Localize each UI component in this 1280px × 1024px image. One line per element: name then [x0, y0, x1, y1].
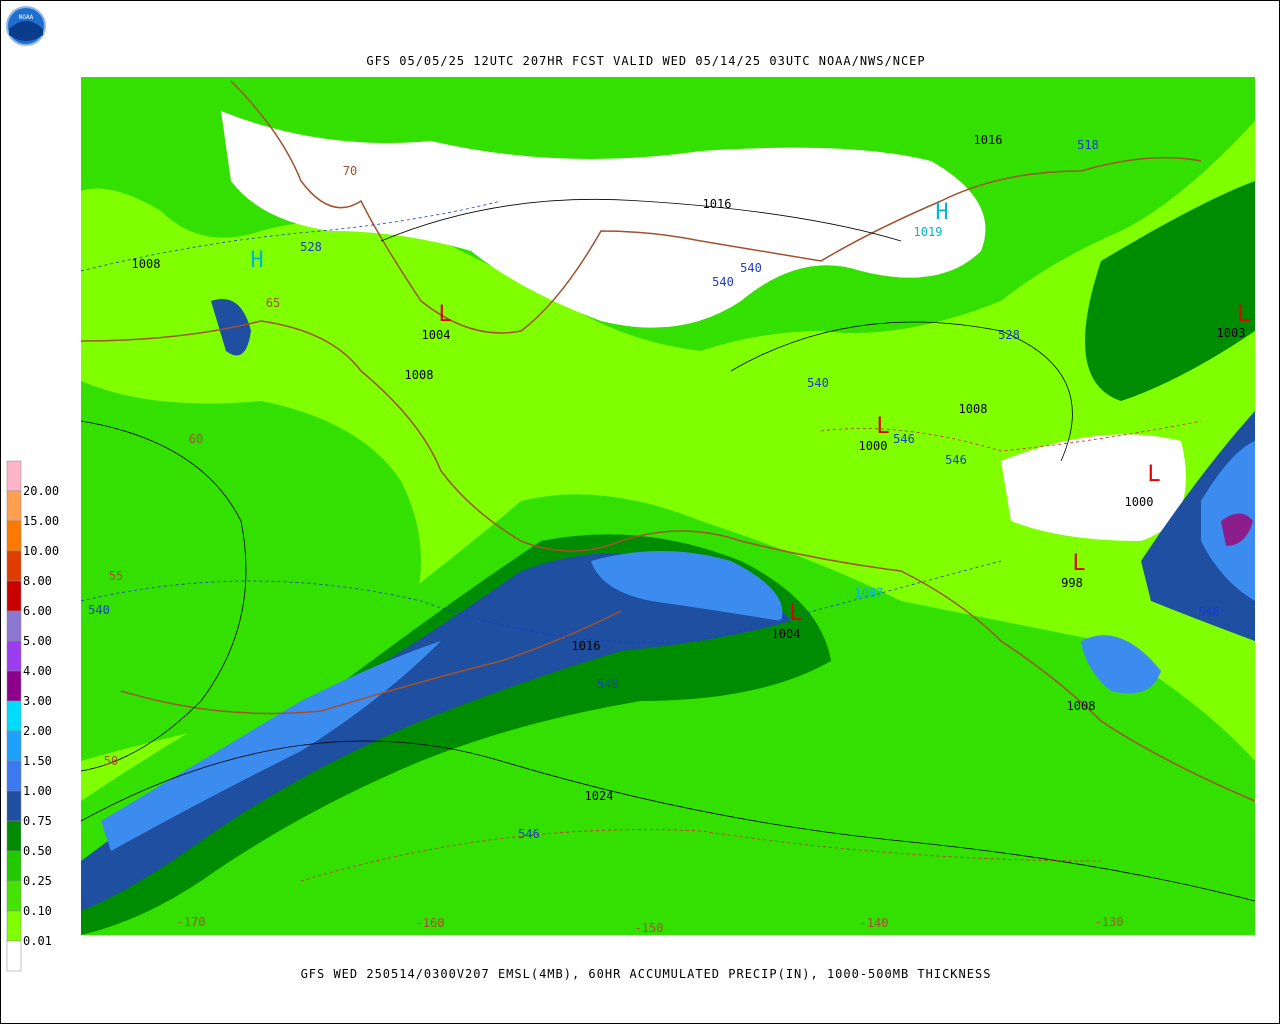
- map-labels: 1008 1004 1008 1016 1016 1008 1000 1000 998 1004 1…: [88, 133, 1250, 935]
- latitude-label: 65: [266, 296, 280, 310]
- map-title: GFS 05/05/25 12UTC 207HR FCST VALID WED …: [366, 54, 925, 68]
- legend-swatch: [6, 520, 22, 552]
- isobars: [80, 198, 1256, 902]
- legend-label: 0.01: [23, 934, 52, 948]
- legend-swatch: [6, 490, 22, 522]
- pressure-label: 1016: [572, 639, 601, 653]
- latitude-label: 70: [343, 164, 357, 178]
- thickness-label: 518: [1077, 138, 1099, 152]
- legend-label: 8.00: [23, 574, 52, 588]
- thickness-label: 540: [712, 275, 734, 289]
- legend-swatch: [6, 550, 22, 582]
- latitude-label: 55: [109, 569, 123, 583]
- legend-swatch: [6, 460, 22, 492]
- legend-label: 0.25: [23, 874, 52, 888]
- longitude-label: -140: [860, 916, 889, 930]
- longitude-label: -130: [1095, 915, 1124, 929]
- low-marker: L: [1072, 551, 1085, 576]
- longitude-label: -150: [635, 921, 664, 935]
- pressure-label: 1004: [772, 627, 801, 641]
- legend-label: 1.50: [23, 754, 52, 768]
- low-marker: L: [438, 302, 451, 327]
- latitude-label: 60: [189, 432, 203, 446]
- legend-label: 3.00: [23, 694, 52, 708]
- thickness-label: 540: [88, 603, 110, 617]
- thickness-546: [300, 420, 1202, 882]
- high-marker: H: [250, 248, 263, 273]
- high-pressure-value: 1019: [914, 225, 943, 239]
- legend: 20.00 15.00 10.00 8.00 6.00 5.00 4.00 3.00 2.00 1…: [6, 460, 59, 972]
- legend-label: 0.50: [23, 844, 52, 858]
- low-marker: L: [789, 601, 802, 626]
- legend-label: 20.00: [23, 484, 59, 498]
- legend-label: 4.00: [23, 664, 52, 678]
- legend-swatch: [6, 910, 22, 942]
- logo: NOAA: [6, 6, 46, 46]
- pressure-label: 1016: [974, 133, 1003, 147]
- legend-swatch: [6, 700, 22, 732]
- low-marker: L: [1147, 462, 1160, 487]
- coastlines: [80, 80, 1256, 802]
- thickness-label: 540: [807, 376, 829, 390]
- longitude-label: -160: [416, 916, 445, 930]
- legend-swatch: [6, 610, 22, 642]
- thickness-label: 546: [518, 827, 540, 841]
- legend-label: 15.00: [23, 514, 59, 528]
- legend-label: 10.00: [23, 544, 59, 558]
- high-marker: H: [935, 200, 948, 225]
- legend-swatch: [6, 640, 22, 672]
- longitude-label: -170: [177, 915, 206, 929]
- thickness-label: 540: [597, 677, 619, 691]
- legend-swatch: [6, 670, 22, 702]
- pressure-label: 1004: [422, 328, 451, 342]
- legend-swatch: [6, 730, 22, 762]
- thickness-label: 546: [945, 453, 967, 467]
- legend-label: 6.00: [23, 604, 52, 618]
- legend-swatch: [6, 880, 22, 912]
- legend-label: 2.00: [23, 724, 52, 738]
- pressure-label: 1008: [1067, 699, 1096, 713]
- pressure-label: 998: [1061, 576, 1083, 590]
- legend-label: 0.10: [23, 904, 52, 918]
- pressure-label: 1024: [585, 789, 614, 803]
- pressure-label: 1008: [132, 257, 161, 271]
- pressure-label: 1008: [405, 368, 434, 382]
- low-marker: L: [1237, 302, 1250, 327]
- logo-text: NOAA: [19, 14, 34, 21]
- legend-label: 0.75: [23, 814, 52, 828]
- pressure-label: 1016: [703, 197, 732, 211]
- low-marker: L: [876, 414, 889, 439]
- map-area: [80, 77, 1256, 935]
- legend-swatch: [6, 940, 22, 972]
- high-pressure-value: 1007: [855, 586, 884, 600]
- legend-label: 5.00: [23, 634, 52, 648]
- thickness-label: 546: [1198, 605, 1220, 619]
- pressure-label: 1000: [859, 439, 888, 453]
- latitude-label: 50: [104, 754, 118, 768]
- legend-label: 1.00: [23, 784, 52, 798]
- thickness-label: 528: [998, 328, 1020, 342]
- legend-swatch: [6, 760, 22, 792]
- pressure-label: 1000: [1125, 495, 1154, 509]
- pressure-label: 1008: [959, 402, 988, 416]
- thickness-label: 540: [740, 261, 762, 275]
- legend-swatch: [6, 850, 22, 882]
- thickness-lines: [80, 200, 1002, 644]
- pressure-label: 1003: [1217, 326, 1246, 340]
- legend-swatch: [6, 790, 22, 822]
- thickness-label: 528: [300, 240, 322, 254]
- legend-swatch: [6, 820, 22, 852]
- thickness-label: 546: [893, 432, 915, 446]
- map-caption: GFS WED 250514/0300V207 EMSL(4MB), 60HR …: [301, 967, 992, 981]
- legend-swatch: [6, 580, 22, 612]
